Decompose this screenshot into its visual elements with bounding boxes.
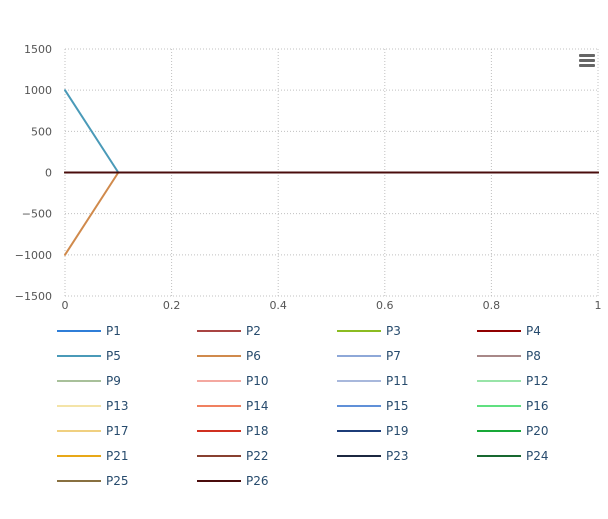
- legend-label: P24: [526, 449, 549, 463]
- legend-item-p8[interactable]: P8: [477, 349, 541, 363]
- legend-label: P2: [246, 324, 261, 338]
- y-tick-label: −1000: [15, 249, 52, 262]
- legend-item-p1[interactable]: P1: [57, 324, 121, 338]
- legend-item-p23[interactable]: P23: [337, 449, 409, 463]
- legend-item-p15[interactable]: P15: [337, 399, 409, 413]
- legend-item-p16[interactable]: P16: [477, 399, 549, 413]
- legend: P1 P2 P3 P4 P5 P6 P7 P8 P9 P10 P11 P12 P13 P14 P15 P16 P…: [57, 324, 549, 488]
- y-tick-label: 1500: [24, 43, 52, 56]
- legend-item-p20[interactable]: P20: [477, 424, 549, 438]
- legend-label: P8: [526, 349, 541, 363]
- legend-item-p3[interactable]: P3: [337, 324, 401, 338]
- legend-item-p14[interactable]: P14: [197, 399, 269, 413]
- legend-label: P26: [246, 474, 269, 488]
- y-tick-label: 1000: [24, 84, 52, 97]
- legend-item-p2[interactable]: P2: [197, 324, 261, 338]
- y-tick-label: 500: [31, 125, 52, 138]
- legend-label: P6: [246, 349, 261, 363]
- legend-item-p25[interactable]: P25: [57, 474, 129, 488]
- legend-label: P18: [246, 424, 269, 438]
- legend-item-p12[interactable]: P12: [477, 374, 549, 388]
- x-tick-label: 0.4: [269, 299, 287, 312]
- legend-label: P5: [106, 349, 121, 363]
- x-tick-label: 0.6: [376, 299, 394, 312]
- y-tick-label: −500: [22, 208, 52, 221]
- y-tick-label: −1500: [15, 290, 52, 303]
- x-tick-label: 0.2: [163, 299, 181, 312]
- legend-label: P25: [106, 474, 129, 488]
- hamburger-menu-icon: [579, 54, 595, 67]
- legend-item-p11[interactable]: P11: [337, 374, 409, 388]
- legend-label: P16: [526, 399, 549, 413]
- legend-item-p7[interactable]: P7: [337, 349, 401, 363]
- x-tick-label: 1: [595, 299, 602, 312]
- legend-label: P20: [526, 424, 549, 438]
- legend-item-p4[interactable]: P4: [477, 324, 541, 338]
- legend-label: P4: [526, 324, 541, 338]
- legend-label: P9: [106, 374, 121, 388]
- legend-label: P23: [386, 449, 409, 463]
- context-menu-button[interactable]: [576, 50, 598, 70]
- legend-label: P1: [106, 324, 121, 338]
- legend-item-p24[interactable]: P24: [477, 449, 549, 463]
- legend-label: P21: [106, 449, 129, 463]
- legend-item-p10[interactable]: P10: [197, 374, 269, 388]
- legend-item-p26[interactable]: P26: [197, 474, 269, 488]
- legend-label: P19: [386, 424, 409, 438]
- legend-label: P17: [106, 424, 129, 438]
- legend-label: P14: [246, 399, 269, 413]
- legend-label: P3: [386, 324, 401, 338]
- legend-item-p22[interactable]: P22: [197, 449, 269, 463]
- legend-item-p18[interactable]: P18: [197, 424, 269, 438]
- legend-label: P12: [526, 374, 549, 388]
- legend-item-p21[interactable]: P21: [57, 449, 129, 463]
- legend-item-p17[interactable]: P17: [57, 424, 129, 438]
- legend-item-p6[interactable]: P6: [197, 349, 261, 363]
- legend-item-p19[interactable]: P19: [337, 424, 409, 438]
- y-axis-tick-labels: 1500 1000 500 0 −500 −1000 −1500: [15, 43, 52, 303]
- legend-label: P15: [386, 399, 409, 413]
- legend-label: P7: [386, 349, 401, 363]
- legend-item-p13[interactable]: P13: [57, 399, 129, 413]
- plot-series: [64, 89, 599, 256]
- legend-label: P11: [386, 374, 409, 388]
- x-axis-tick-labels: 0 0.2 0.4 0.6 0.8 1: [62, 299, 602, 312]
- legend-label: P10: [246, 374, 269, 388]
- x-tick-label: 0: [62, 299, 69, 312]
- y-tick-label: 0: [45, 167, 52, 180]
- legend-label: P13: [106, 399, 129, 413]
- legend-item-p5[interactable]: P5: [57, 349, 121, 363]
- legend-item-p9[interactable]: P9: [57, 374, 121, 388]
- x-tick-label: 0.8: [483, 299, 501, 312]
- legend-label: P22: [246, 449, 269, 463]
